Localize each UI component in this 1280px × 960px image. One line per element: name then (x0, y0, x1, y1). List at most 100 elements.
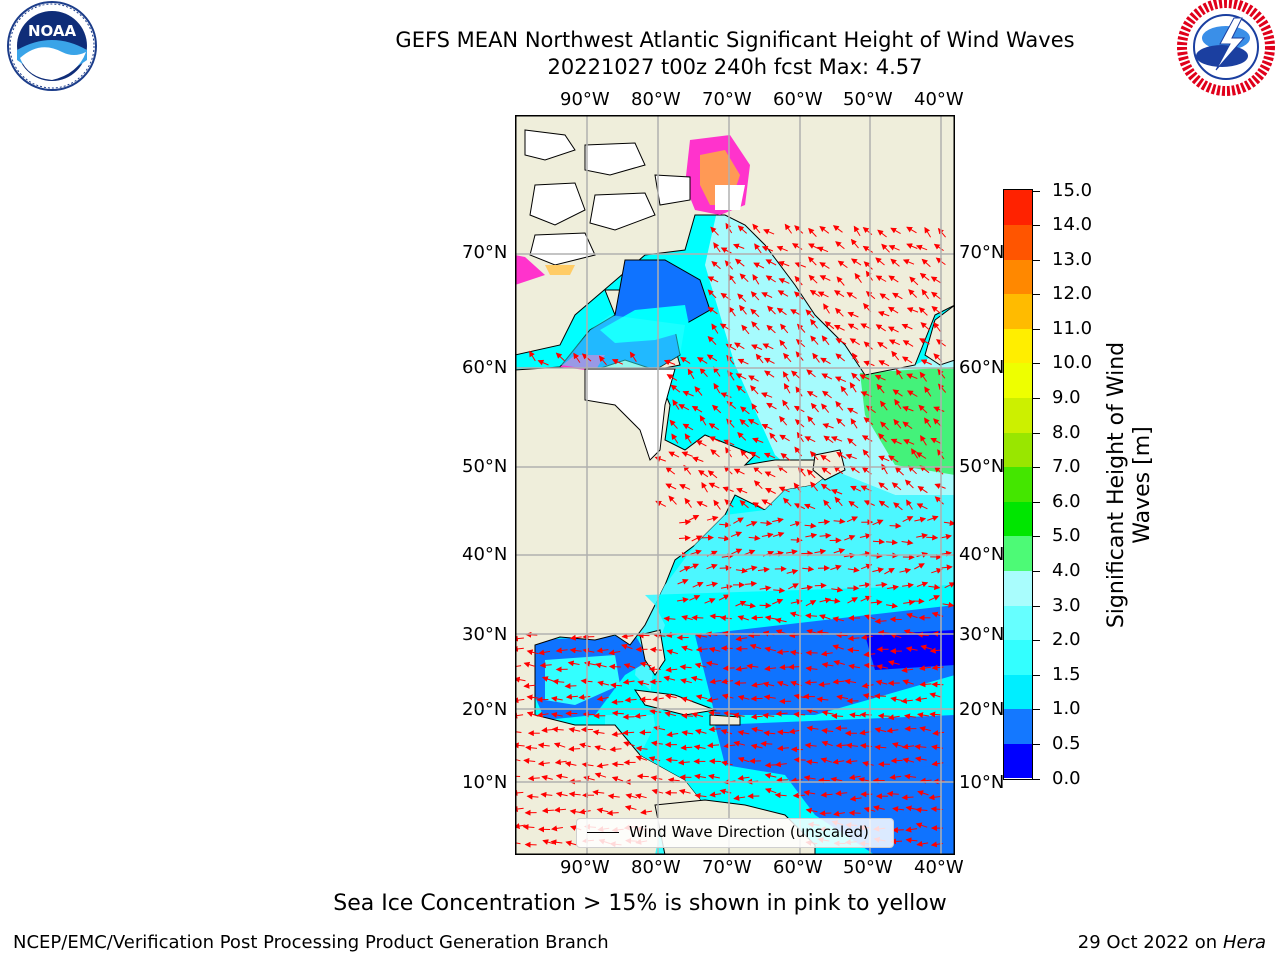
wave-arrow (684, 433, 692, 444)
wave-arrow (551, 726, 564, 733)
wave-arrow (680, 356, 691, 364)
wave-arrow (707, 276, 719, 283)
wave-arrow (832, 225, 843, 233)
footer-date: 29 Oct 2022 on Hera (1077, 932, 1266, 953)
wave-arrow (853, 225, 861, 237)
wave-arrow (849, 338, 860, 346)
wave-arrow (906, 243, 918, 249)
lat-label-right: 60°N (959, 357, 1005, 378)
wave-arrow (753, 262, 765, 269)
wave-arrow (794, 275, 803, 286)
wave-arrow (708, 436, 721, 443)
wave-arrow (874, 744, 887, 751)
wave-arrow (649, 646, 662, 653)
wave-arrow (836, 694, 849, 701)
wave-arrow (777, 260, 790, 267)
wave-arrow (874, 618, 887, 625)
wave-arrow (824, 321, 835, 330)
wave-arrow (753, 480, 763, 490)
wave-arrow (928, 584, 941, 590)
wave-arrow (872, 567, 885, 574)
wave-arrow (763, 228, 775, 235)
wave-arrow (679, 566, 691, 573)
wave-arrow (695, 633, 708, 639)
wave-arrow (860, 634, 873, 641)
wave-arrow (637, 680, 650, 687)
wave-arrow (663, 675, 676, 682)
wave-arrow (708, 646, 721, 653)
colorbar-segment (1004, 328, 1032, 364)
colorbar-segment (1004, 501, 1032, 537)
colorbar (1003, 189, 1033, 780)
map-legend: Wind Wave Direction (unscaled) (576, 818, 894, 848)
lon-label-bottom: 50°W (843, 857, 893, 878)
wave-arrow (862, 760, 874, 767)
wave-arrow (819, 597, 832, 604)
wave-arrow (789, 521, 802, 527)
wave-arrow (832, 644, 844, 651)
wave-arrow (783, 352, 792, 363)
lat-label-right: 10°N (959, 772, 1005, 793)
wave-arrow (763, 694, 776, 701)
wave-arrow (720, 729, 733, 735)
wave-arrow (522, 824, 535, 831)
wave-arrow (654, 456, 666, 462)
lat-label-right: 30°N (959, 624, 1005, 645)
wave-arrow (821, 740, 833, 747)
wave-arrow (874, 374, 886, 381)
wave-arrow (931, 305, 942, 314)
wave-arrow (764, 646, 777, 653)
wave-arrow (596, 695, 609, 702)
wave-arrow (920, 322, 930, 331)
wave-arrow (763, 357, 775, 364)
wave-arrow (705, 660, 718, 667)
wave-arrow (696, 501, 708, 507)
wave-arrow (828, 597, 841, 604)
wave-arrow (902, 259, 915, 265)
map-subtitle: 20221027 t00z 240h fcst Max: 4.57 (547, 55, 923, 79)
wave-arrow (711, 323, 719, 334)
wave-arrow (835, 241, 845, 250)
wave-arrow (744, 549, 756, 556)
wave-arrow (665, 693, 677, 700)
wave-arrow (701, 481, 708, 493)
wave-arrow (748, 535, 761, 541)
wave-arrow (783, 382, 791, 394)
wave-arrow (718, 594, 730, 601)
wave-arrow (878, 360, 890, 367)
wave-arrow (757, 566, 770, 573)
wave-arrow (924, 386, 932, 397)
wave-arrow (709, 678, 722, 685)
wave-arrow (721, 553, 734, 560)
wave-arrow (764, 762, 777, 769)
colorbar-tick-mark (1033, 259, 1040, 261)
wave-arrow (906, 307, 919, 313)
wave-arrow (694, 792, 707, 799)
wave-arrow (919, 665, 931, 672)
wave-arrow (751, 726, 764, 733)
wave-arrow (852, 352, 859, 364)
wave-arrow (859, 582, 872, 589)
wave-arrow (930, 276, 942, 284)
wave-arrow (731, 548, 743, 555)
wave-arrow (621, 643, 633, 650)
wave-arrow (737, 694, 750, 701)
wave-arrow (934, 496, 944, 505)
nws-logo (1177, 0, 1275, 96)
wave-arrow (835, 338, 847, 345)
wave-arrow (877, 712, 890, 719)
wave-arrow (816, 696, 829, 703)
wave-arrow (924, 226, 932, 238)
wave-arrow (740, 449, 749, 460)
wave-arrow (877, 341, 888, 350)
wave-arrow (707, 335, 717, 345)
wave-arrow (880, 400, 888, 411)
wave-arrow (914, 756, 927, 763)
wave-arrow (887, 306, 899, 314)
wave-arrow (835, 790, 848, 797)
colorbar-tick-mark (1033, 605, 1040, 607)
wave-arrow (835, 742, 848, 749)
wave-arrow (737, 615, 749, 621)
colorbar-tick-label: 5.0 (1052, 525, 1081, 547)
wave-arrow (555, 352, 565, 362)
